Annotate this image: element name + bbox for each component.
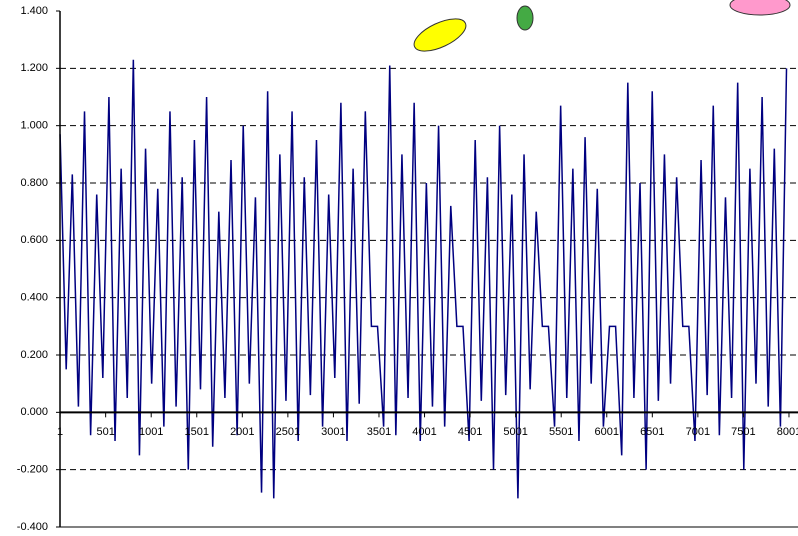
x-tick-label: 5501	[549, 426, 573, 438]
x-tick-label: 1501	[185, 426, 209, 438]
x-tick-label: 4501	[458, 426, 482, 438]
y-tick-label: 0.000	[20, 406, 48, 418]
chart: -0.400 -0.200 0.000 0.200 0.400 0.600 0.800 1.0…	[0, 0, 798, 536]
x-tick-label: 2501	[276, 426, 300, 438]
y-tick-label: 0.400	[20, 292, 48, 304]
x-tick-label: 6501	[640, 426, 664, 438]
y-tick-label: 0.800	[20, 177, 48, 189]
y-tick-label: 1.200	[20, 62, 48, 74]
y-tick-label: 0.200	[20, 349, 48, 361]
x-tick-label: 7501	[731, 426, 755, 438]
x-tick-label: 501	[96, 426, 114, 438]
decoration	[410, 0, 790, 58]
x-tick-label: 6001	[595, 426, 619, 438]
x-tick-label: 1001	[139, 426, 163, 438]
x-tick-label: 4001	[412, 426, 436, 438]
x-tick-label: 3001	[321, 426, 345, 438]
x-tick-label: 3501	[367, 426, 391, 438]
x-tick-label: 5001	[503, 426, 527, 438]
y-tick-label: -0.400	[17, 521, 48, 533]
y-tick-label: 1.000	[20, 120, 48, 132]
y-tick-label: -0.200	[17, 464, 48, 476]
x-tick-label: 7001	[686, 426, 710, 438]
y-tick-label: 1.400	[20, 5, 48, 17]
x-tick-label: 1	[57, 426, 63, 438]
x-tick-label: 2001	[230, 426, 254, 438]
y-tick-label: 0.600	[20, 234, 48, 246]
